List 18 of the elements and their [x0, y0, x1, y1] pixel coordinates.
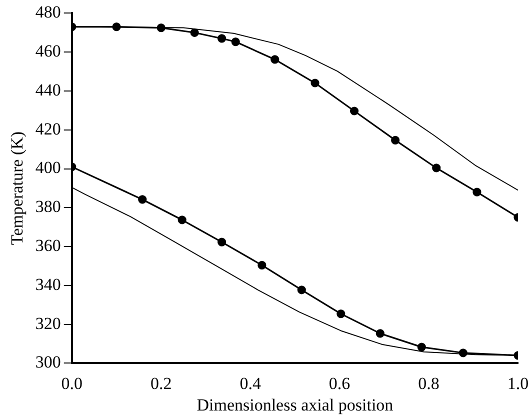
x-tick-label: 0.6 — [328, 374, 350, 393]
y-tick-label: 440 — [35, 80, 61, 100]
x-tick-label: 0.2 — [150, 374, 172, 393]
x-axis-title: Dimensionless axial position — [196, 395, 394, 414]
y-tick-label: 480 — [35, 2, 61, 22]
y-tick-label: 300 — [35, 352, 61, 372]
x-tick-label: 1.0 — [507, 374, 529, 393]
y-tick-label: 420 — [35, 119, 61, 138]
x-tick-label: 0.8 — [418, 374, 440, 393]
y-tick-label: 340 — [35, 274, 61, 294]
y-axis-title: Temperature (K) — [8, 131, 27, 245]
x-tick-label: 0.0 — [61, 374, 83, 393]
x-tick-label: 0.4 — [240, 374, 262, 393]
y-tick-label: 400 — [35, 158, 61, 178]
y-tick-label: 460 — [35, 42, 61, 61]
y-tick-label: 360 — [35, 236, 61, 255]
y-tick-label: 380 — [35, 197, 61, 216]
y-tick-label: 320 — [35, 314, 61, 333]
